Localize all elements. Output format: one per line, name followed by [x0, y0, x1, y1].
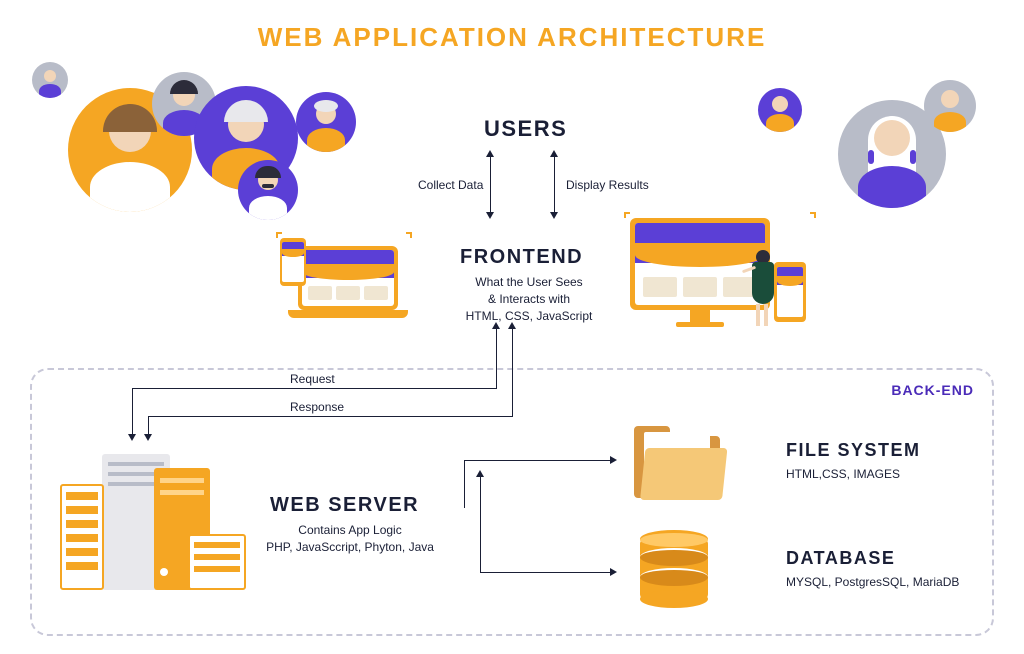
collect-data-label: Collect Data [418, 178, 483, 192]
diagram-title: WEB APPLICATION ARCHITECTURE [258, 22, 767, 53]
avatar-small-1 [32, 62, 68, 98]
frontend-sub: What the User Sees & Interacts with HTML… [448, 274, 610, 324]
filesystem-sub: HTML,CSS, IMAGES [786, 466, 946, 483]
webserver-sub: Contains App Logic PHP, JavaSccript, Phy… [250, 522, 450, 556]
frontend-sub2: & Interacts with [488, 292, 570, 306]
webserver-sub1: Contains App Logic [298, 523, 401, 537]
webserver-sub2: PHP, JavaSccript, Phyton, Java [266, 540, 434, 554]
avatar-purple-small-1 [296, 92, 356, 152]
filesystem-label: FILE SYSTEM [786, 440, 921, 461]
frontend-sub3: HTML, CSS, JavaScript [466, 309, 593, 323]
avatar-grey-small-right [924, 80, 976, 132]
backend-label: BACK-END [891, 382, 974, 398]
database-sub: MYSQL, PostgresSQL, MariaDB [786, 574, 986, 591]
request-label: Request [290, 372, 335, 386]
webserver-label: WEB SERVER [270, 494, 419, 517]
database-label: DATABASE [786, 548, 895, 569]
users-label: USERS [484, 116, 567, 142]
avatar-purple-right [758, 88, 802, 132]
frontend-label: FRONTEND [460, 246, 583, 269]
frontend-sub1: What the User Sees [475, 275, 582, 289]
response-label: Response [290, 400, 344, 414]
display-results-label: Display Results [566, 178, 649, 192]
avatar-purple-mustache [238, 160, 298, 220]
